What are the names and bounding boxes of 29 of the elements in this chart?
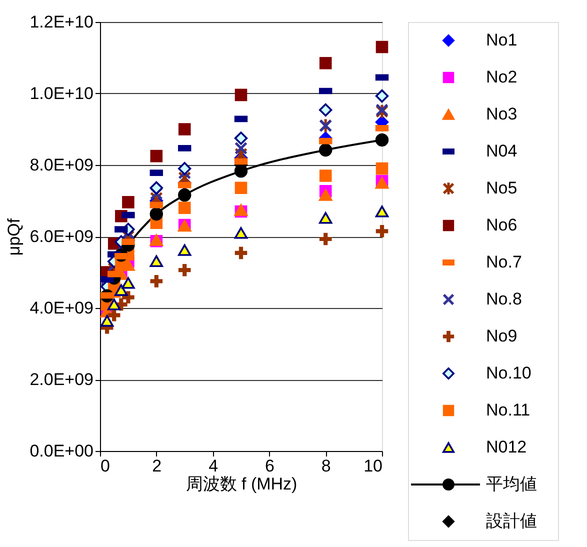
y-tick-label: 2.0E+09 [30, 370, 94, 389]
legend-label: No.11 [486, 400, 530, 420]
legend-label: No1 [486, 30, 518, 50]
x-tick-label: 0 [100, 456, 110, 476]
x-tick-label: 10 [364, 456, 382, 476]
y-tick-label: 0.0E+00 [30, 442, 94, 460]
legend-label: N012 [486, 438, 527, 456]
y-axis-title: μpQf [4, 218, 24, 256]
legend-label: 平均値 [486, 474, 537, 494]
y-tick-label: 6.0E+09 [30, 227, 94, 246]
x-axis-title: 周波数 f (MHz) [186, 474, 298, 494]
legend-label: No.10 [486, 364, 532, 382]
legend-label: No.7 [486, 252, 522, 272]
y-tick-label: 8.0E+09 [30, 156, 94, 174]
legend-label: No3 [486, 104, 518, 124]
y-tick-label: 1.2E+10 [30, 12, 94, 32]
legend-label: No5 [486, 178, 518, 198]
x-tick-label: 8 [321, 456, 331, 476]
legend-label: 設計値 [486, 512, 537, 530]
y-tick-label: 1.0E+10 [30, 84, 94, 103]
y-tick-label: 4.0E+09 [30, 298, 94, 318]
x-tick-label: 6 [264, 456, 274, 476]
legend-label: No6 [486, 216, 518, 234]
legend-label: N04 [486, 142, 518, 160]
legend-label: No.8 [486, 290, 522, 308]
x-tick-label: 2 [152, 456, 162, 476]
x-tick-label: 4 [208, 456, 218, 476]
legend-label: No9 [486, 326, 518, 346]
legend-label: No2 [486, 68, 518, 86]
